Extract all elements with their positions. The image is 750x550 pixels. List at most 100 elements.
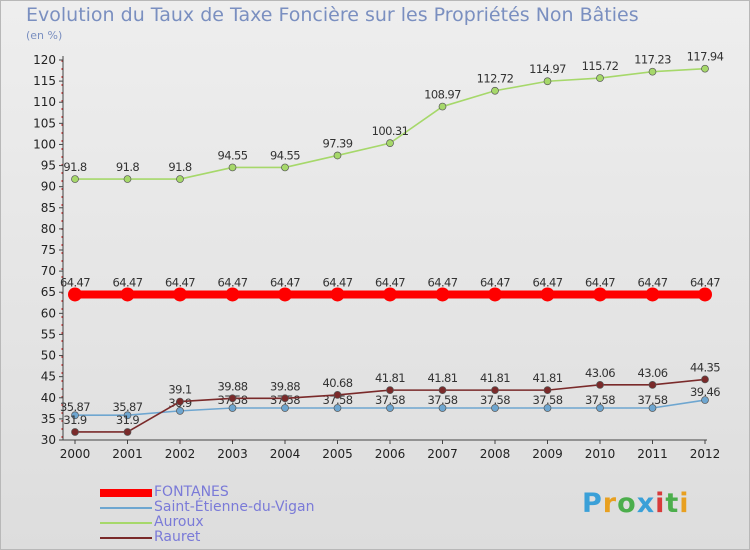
y-tick-label: 80	[41, 222, 56, 236]
data-label: 37.58	[323, 393, 353, 407]
y-tick-label: 35	[41, 412, 56, 426]
data-label: 41.81	[428, 371, 458, 385]
data-label: 91.8	[116, 160, 139, 174]
data-label: 91.8	[168, 160, 191, 174]
data-point	[386, 386, 394, 394]
data-label: 41.81	[375, 371, 405, 385]
data-label: 39.88	[218, 379, 248, 393]
data-point	[281, 163, 289, 172]
data-label: 39.46	[690, 385, 720, 399]
data-point	[435, 287, 450, 302]
chart-plot: 35.8735.8736.937.5837.5837.5837.5837.583…	[60, 50, 724, 436]
data-point	[543, 404, 552, 412]
data-point	[68, 287, 82, 302]
data-point	[176, 407, 184, 415]
data-label: 41.81	[533, 371, 563, 385]
data-point	[593, 287, 607, 302]
data-point	[543, 386, 552, 394]
data-point	[596, 404, 604, 412]
y-tick-label: 115	[33, 74, 56, 88]
proxiti-logo: Proxiti	[582, 488, 690, 519]
data-label: 37.58	[533, 393, 563, 407]
data-label: 64.47	[270, 275, 300, 289]
y-tick-label: 50	[41, 349, 56, 363]
data-point	[701, 64, 709, 73]
data-point	[438, 404, 447, 412]
logo-letter: i	[655, 488, 666, 519]
chart-title: Evolution du Taux de Taxe Foncière sur l…	[26, 4, 639, 26]
logo-letter: o	[617, 488, 637, 519]
data-point	[488, 287, 502, 302]
chart-axes: 30 35 40 45 50 55 60 65 70 75 80 85 90 95 100 105 110 115…	[33, 53, 720, 461]
data-point	[438, 102, 447, 111]
y-tick-label: 65	[41, 285, 56, 299]
x-tick-label: 2006	[375, 447, 406, 461]
data-point	[491, 86, 499, 95]
logo-letter: P	[582, 488, 603, 519]
data-label: 44.35	[690, 360, 720, 374]
x-tick-label: 2002	[165, 447, 196, 461]
data-label: 31.9	[63, 413, 86, 427]
logo-letter: i	[679, 488, 690, 519]
data-label: 37.58	[480, 393, 510, 407]
data-point	[281, 404, 289, 412]
data-point	[333, 151, 342, 160]
x-tick-label: 2007	[427, 447, 458, 461]
data-point	[123, 428, 132, 436]
data-label: 97.39	[323, 136, 353, 150]
data-point	[281, 394, 289, 403]
data-label: 37.58	[375, 393, 405, 407]
data-point	[386, 404, 394, 412]
x-tick-label: 2001	[112, 447, 143, 461]
x-tick-label: 2003	[217, 447, 248, 461]
y-tick-label: 75	[41, 243, 56, 257]
y-tick-label: 110	[33, 95, 56, 109]
y-tick-label: 100	[33, 137, 56, 151]
data-point	[540, 287, 555, 302]
data-point	[176, 397, 184, 406]
series-rauret: 31.9 31.9 39.1 39.88 39.88 40.68 41.81 41.81 41.…	[63, 360, 721, 436]
y-tick-label: 85	[41, 201, 56, 215]
y-tick-label: 55	[41, 327, 56, 341]
data-point	[71, 411, 79, 420]
data-point	[386, 139, 394, 147]
data-label: 64.47	[165, 275, 195, 289]
data-label: 64.47	[375, 275, 405, 289]
data-label: 94.55	[218, 148, 248, 162]
data-label: 114.97	[529, 62, 566, 76]
y-tick-label: 60	[41, 306, 56, 320]
data-point	[383, 287, 397, 302]
data-label: 64.47	[60, 275, 90, 289]
data-label: 115.72	[582, 59, 619, 73]
series-auroux: 91.8 91.8 91.8 94.55 94.55 97.39 100.31 108.97 1…	[63, 50, 724, 183]
data-point	[173, 287, 187, 302]
data-label: 35.87	[113, 400, 143, 414]
legend-swatch	[100, 537, 152, 539]
data-point	[645, 287, 660, 302]
data-point	[333, 391, 342, 399]
data-label: 112.72	[477, 72, 514, 86]
data-label: 40.68	[323, 376, 353, 390]
y-tick-label: 70	[41, 264, 56, 278]
data-label: 64.47	[323, 275, 353, 289]
data-label: 35.87	[60, 400, 90, 414]
data-label: 43.06	[585, 366, 615, 380]
data-label: 64.47	[690, 275, 720, 289]
legend-label: Saint-Étienne-du-Vigan	[154, 499, 315, 515]
data-point	[648, 404, 657, 412]
data-label: 64.47	[638, 275, 668, 289]
data-point	[596, 74, 604, 82]
data-label: 37.58	[428, 393, 458, 407]
data-point	[71, 175, 79, 183]
data-point	[228, 404, 237, 412]
logo-letter: r	[602, 488, 618, 519]
data-label: 117.94	[687, 50, 724, 64]
unit-label: (en %)	[26, 29, 63, 42]
data-label: 64.47	[585, 275, 615, 289]
legend-label: Auroux	[154, 514, 204, 530]
data-point	[333, 404, 342, 412]
x-tick-label: 2012	[690, 447, 721, 461]
data-point	[438, 386, 447, 394]
